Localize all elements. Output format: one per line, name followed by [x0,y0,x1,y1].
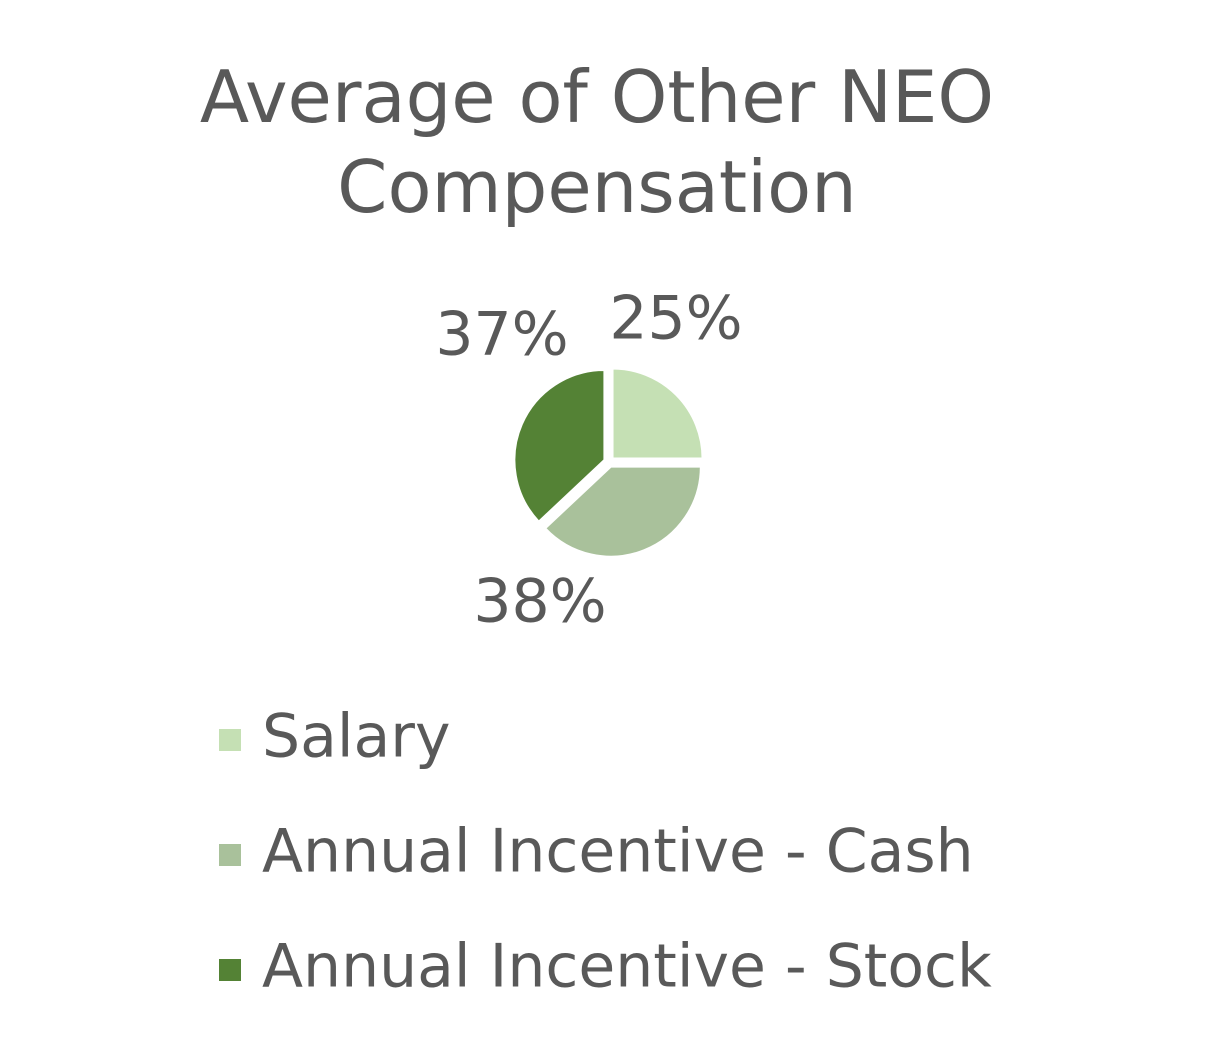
legend-swatch [219,959,241,981]
data-label: 25% [609,284,742,354]
pie-slice [513,369,606,524]
legend-label: Annual Incentive - Cash [262,817,974,887]
legend-label: Salary [262,702,450,772]
data-label: 38% [473,567,606,637]
pie-slice [611,367,704,460]
legend-swatch [219,844,241,866]
legend-label: Annual Incentive - Stock [262,932,992,1002]
data-label: 37% [435,300,568,370]
chart-title: Average of Other NEO Compensation [199,55,995,229]
legend-swatch [219,729,241,751]
pie-slice [543,465,702,558]
